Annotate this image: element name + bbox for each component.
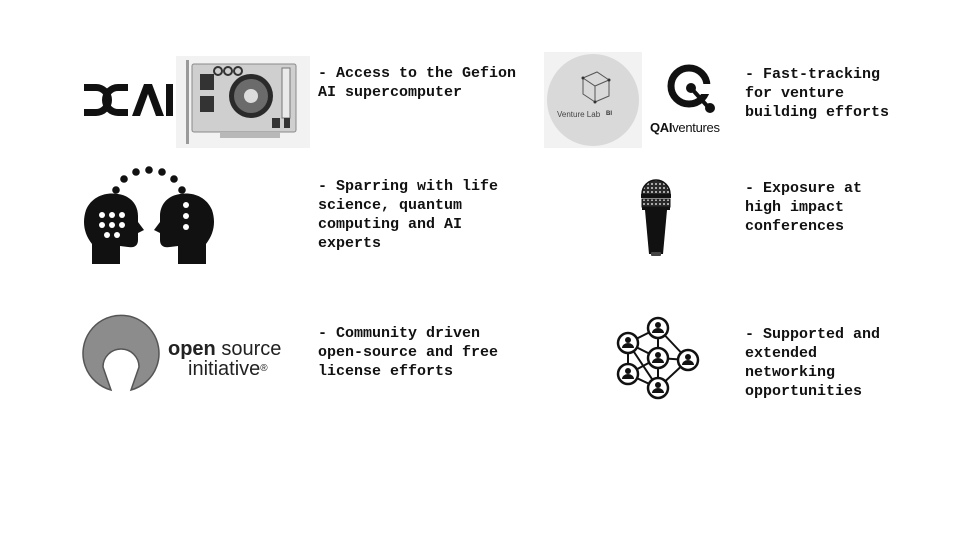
network-people-icon	[614, 316, 702, 402]
venture-lab-logo: Venture Lab BI	[544, 52, 642, 148]
qai-prefix: QAI	[650, 120, 673, 135]
gpu-card-icon	[176, 56, 310, 148]
osi-open: open	[168, 338, 216, 360]
venture-lab-circle: Venture Lab BI	[547, 54, 639, 146]
microphone-icon	[638, 174, 674, 258]
venture-lab-label: Venture Lab	[557, 110, 601, 119]
benefit-text-community: - Community driven open-source and free …	[318, 325, 499, 380]
osi-source: source	[215, 338, 282, 360]
benefit-text-exposure: - Exposure at high impact conferences	[745, 180, 863, 235]
benefit-text-venture: - Fast-tracking for venture building eff…	[745, 66, 890, 121]
open-source-initiative-logo: open source initiative®	[82, 314, 302, 392]
qai-suffix: ventures	[672, 120, 720, 135]
venture-lab-sublabel: BI	[606, 111, 612, 117]
qai-ventures-logo: QAIventures	[650, 62, 732, 140]
benefit-text-gefion: - Access to the Gefion AI supercomputer	[318, 65, 517, 101]
benefit-text-networking: - Supported and extended networking oppo…	[745, 326, 881, 400]
dcai-logo	[82, 82, 176, 118]
benefit-text-sparring: - Sparring with life science, quantum co…	[318, 178, 499, 252]
osi-registered: ®	[260, 363, 268, 374]
osi-initiative: initiative	[188, 358, 261, 380]
head-to-head-icon	[82, 164, 216, 266]
